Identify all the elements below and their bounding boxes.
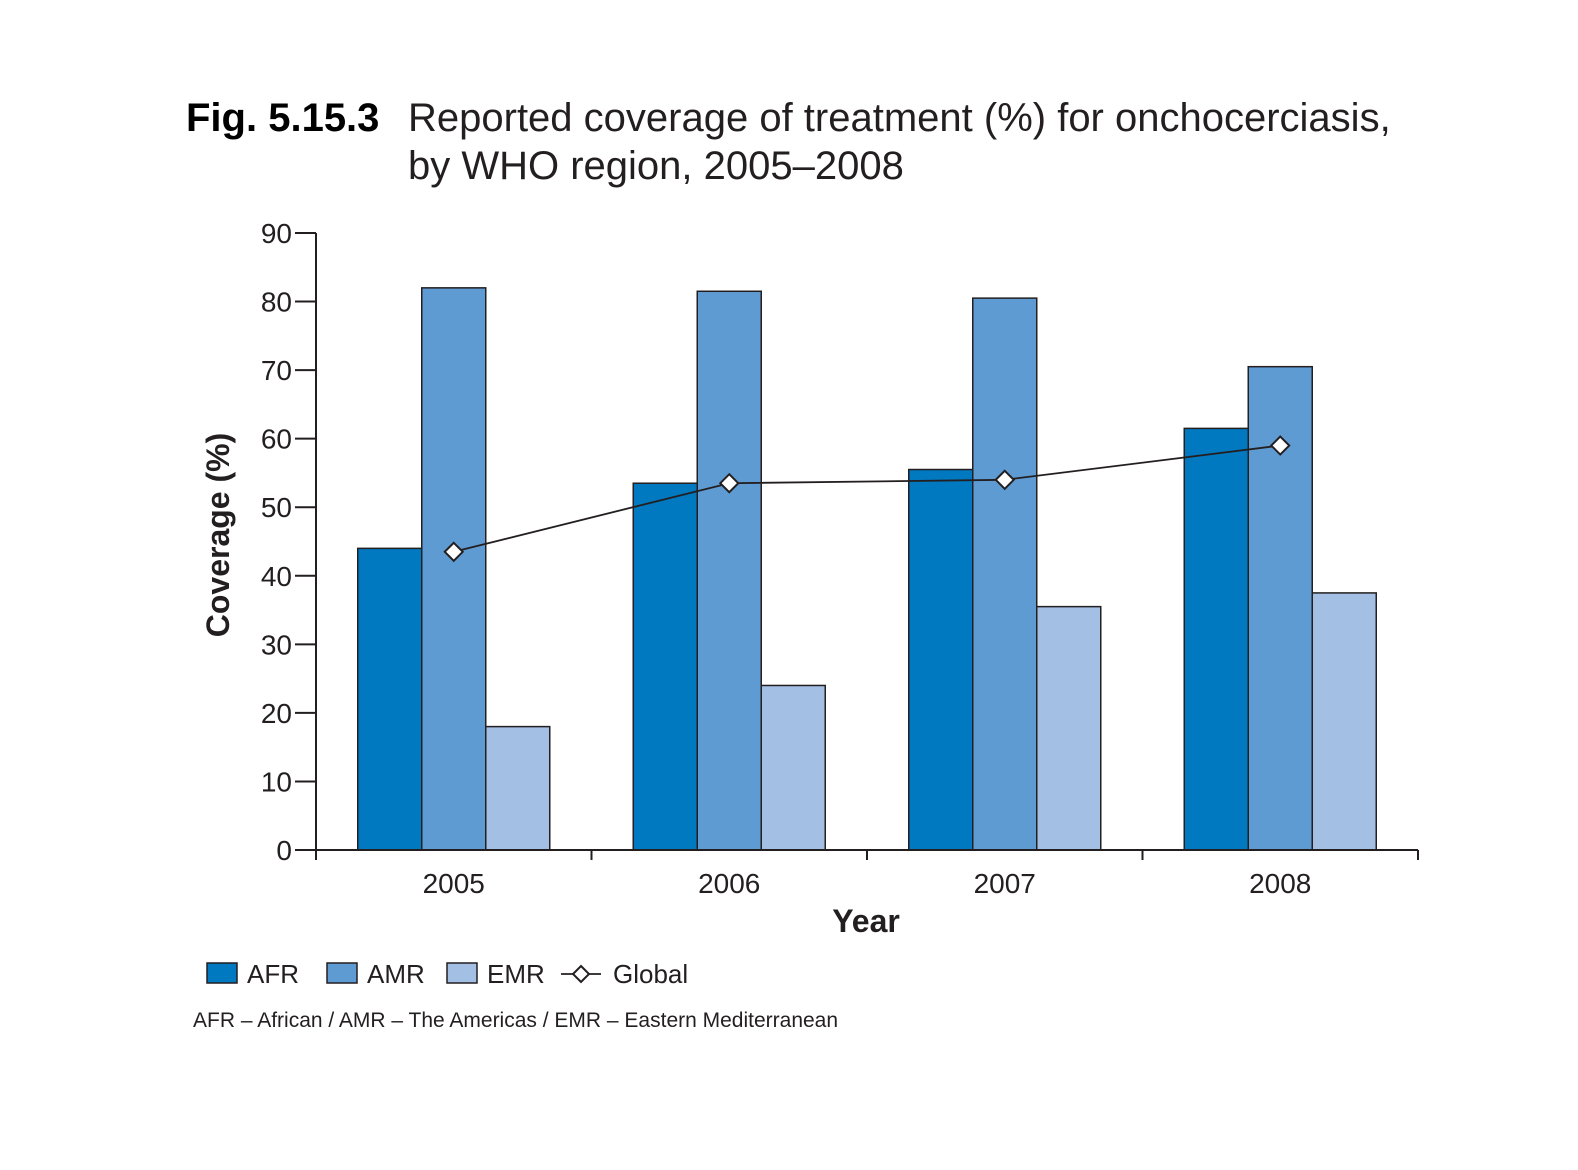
- y-tick-label-40: 40: [261, 561, 292, 592]
- bar-amr-2007: [972, 297, 1038, 851]
- bar-afr-2005: [357, 547, 423, 851]
- x-axis-title: Year: [832, 903, 900, 939]
- legend-swatch-emr: [446, 962, 478, 984]
- marker-global-2008: [1269, 435, 1291, 456]
- line-global: [453, 444, 1281, 553]
- legend-label-amr: AMR: [367, 959, 425, 989]
- marker-global-2006: [718, 472, 740, 494]
- y-tick-label-10: 10: [261, 766, 292, 797]
- bar-afr-2006: [632, 482, 698, 851]
- bar-amr-2006: [696, 290, 762, 851]
- axes: 0 10 20 30 40 50 60 70 80 90 2005 2006 2007 2008: [261, 218, 1419, 899]
- bar-amr-2005: [421, 287, 487, 851]
- y-tick-label-90: 90: [261, 218, 292, 249]
- legend-label-global: Global: [613, 959, 688, 989]
- global-line: [443, 435, 1291, 563]
- bar-emr-2007: [1036, 605, 1102, 851]
- bar-afr-2007: [908, 468, 974, 851]
- bars: [357, 287, 1377, 851]
- marker-global-2005: [443, 541, 465, 563]
- legend-swatch-afr: [206, 962, 238, 984]
- plot-area: 0 10 20 30 40 50 60 70 80 90 2005 2006 2007 2008: [261, 218, 1419, 899]
- legend-marker-global: [571, 964, 591, 984]
- y-tick-label-0: 0: [276, 835, 292, 866]
- legend: AFR AMR EMR Global: [206, 959, 688, 989]
- legend-label-emr: EMR: [487, 959, 545, 989]
- bar-emr-2008: [1311, 592, 1377, 851]
- bar-afr-2008: [1183, 427, 1249, 851]
- x-tick-label-2006: 2006: [698, 868, 760, 899]
- y-tick-label-80: 80: [261, 287, 292, 318]
- y-tick-label-30: 30: [261, 629, 292, 660]
- bar-emr-2006: [760, 684, 826, 851]
- x-tick-label-2007: 2007: [974, 868, 1036, 899]
- region-note: AFR – African / AMR – The Americas / EMR…: [193, 1009, 838, 1032]
- x-tick-label-2005: 2005: [423, 868, 485, 899]
- legend-swatch-amr: [326, 962, 358, 984]
- marker-global-2007: [994, 469, 1016, 491]
- y-axis-title: Coverage (%): [200, 433, 236, 638]
- figure-title-line-1: Reported coverage of treatment (%) for o…: [408, 96, 1391, 140]
- figure-title-line-2: by WHO region, 2005–2008: [408, 144, 904, 188]
- y-tick-label-20: 20: [261, 698, 292, 729]
- figure-label: Fig. 5.15.3: [186, 96, 379, 140]
- y-tick-label-50: 50: [261, 492, 292, 523]
- y-tick-label-70: 70: [261, 355, 292, 386]
- x-tick-label-2008: 2008: [1249, 868, 1311, 899]
- bar-emr-2005: [485, 725, 551, 851]
- legend-label-afr: AFR: [247, 959, 299, 989]
- y-tick-label-60: 60: [261, 424, 292, 455]
